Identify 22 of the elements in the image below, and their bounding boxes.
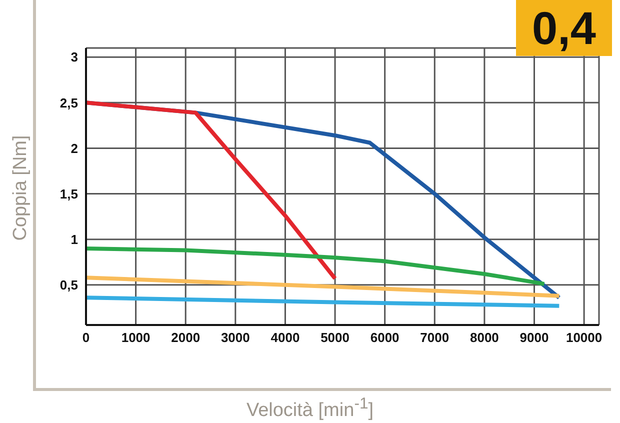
x-tick-label: 5000 bbox=[320, 330, 350, 346]
x-tick-label: 1000 bbox=[121, 330, 150, 346]
x-tick-label: 8000 bbox=[470, 330, 499, 346]
y-tick-label: 1 bbox=[70, 232, 78, 247]
y-tick-label: 3 bbox=[70, 50, 78, 65]
annotation: 0,4 bbox=[516, 0, 612, 56]
y-tick-label: 1,5 bbox=[60, 186, 78, 202]
x-axis-title: Velocità [min$^{-1}$] bbox=[246, 396, 374, 422]
x-tick-label: 10000 bbox=[566, 330, 602, 346]
y-tick-label: 2,5 bbox=[60, 95, 78, 110]
x-tick-label: 0 bbox=[82, 330, 90, 346]
line-series bbox=[86, 246, 546, 286]
y-axis-title: Coppia [Nm] bbox=[10, 135, 31, 241]
x-tick-label: 2000 bbox=[171, 330, 200, 346]
x-tick-label: 9000 bbox=[520, 330, 549, 346]
y-tick-label: 2 bbox=[70, 140, 78, 156]
x-tick-label: 4000 bbox=[270, 330, 300, 346]
line-series bbox=[86, 100, 338, 281]
y-tick-label: 0,5 bbox=[60, 278, 78, 293]
x-tick-label: 7000 bbox=[420, 330, 450, 346]
x-tick-label: 6000 bbox=[370, 330, 400, 346]
x-tick-label: 3000 bbox=[220, 330, 250, 346]
